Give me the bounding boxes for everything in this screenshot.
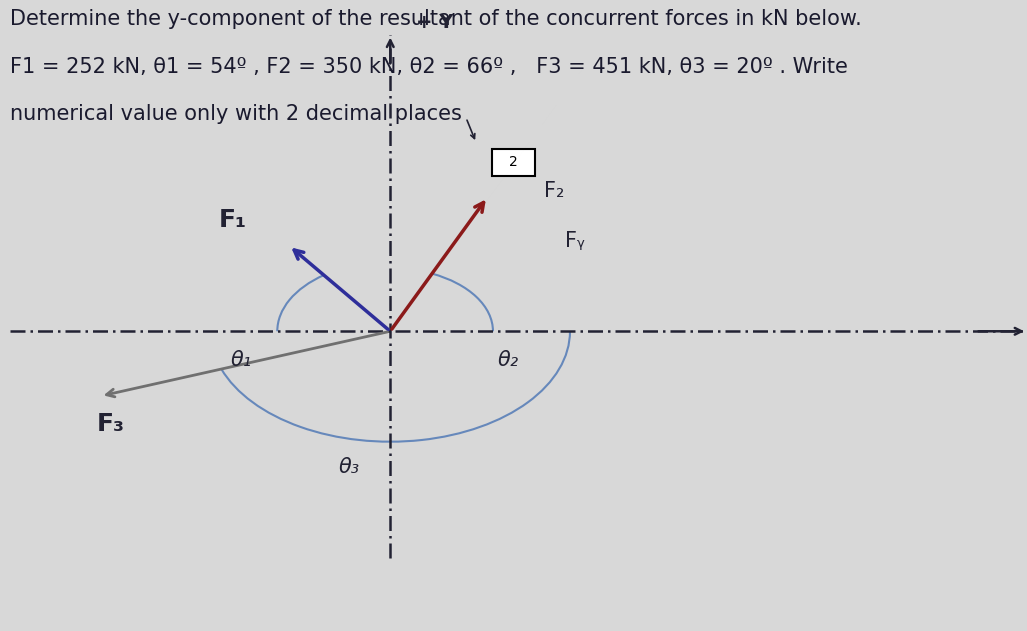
Text: numerical value only with 2 decimal places: numerical value only with 2 decimal plac…: [10, 104, 462, 124]
Text: F1 = 252 kN, θ1 = 54º , F2 = 350 kN, θ2 = 66º ,   F3 = 451 kN, θ3 = 20º . Write: F1 = 252 kN, θ1 = 54º , F2 = 350 kN, θ2 …: [10, 57, 848, 77]
Text: θ₂: θ₂: [498, 350, 519, 370]
Text: + Y: + Y: [416, 13, 453, 32]
Text: θ₃: θ₃: [339, 457, 359, 477]
Text: θ₁: θ₁: [231, 350, 252, 370]
Text: F₃: F₃: [97, 413, 125, 437]
Text: 2: 2: [508, 155, 518, 169]
Text: Fᵧ: Fᵧ: [565, 231, 584, 251]
Text: Determine the y-component of the resultant of the concurrent forces in kN below.: Determine the y-component of the resulta…: [10, 9, 862, 30]
Text: F₁: F₁: [219, 208, 246, 232]
Text: F₂: F₂: [544, 180, 565, 201]
Bar: [492, 149, 535, 175]
